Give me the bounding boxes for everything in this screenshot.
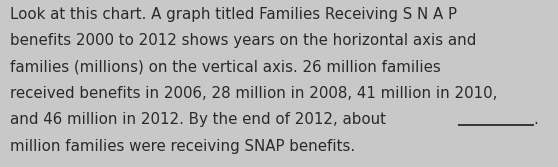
Text: benefits 2000 to 2012 shows years on the horizontal axis and: benefits 2000 to 2012 shows years on the… — [10, 33, 477, 48]
Text: Look at this chart. A graph titled Families Receiving S N A P: Look at this chart. A graph titled Famil… — [10, 7, 457, 22]
Text: received benefits in 2006, 28 million in 2008, 41 million in 2010,: received benefits in 2006, 28 million in… — [10, 86, 497, 101]
Text: families (millions) on the vertical axis. 26 million families: families (millions) on the vertical axis… — [10, 59, 441, 74]
Text: and 46 million in 2012. By the end of 2012, about: and 46 million in 2012. By the end of 20… — [10, 112, 391, 127]
Text: .: . — [533, 112, 538, 127]
Text: million families were receiving SNAP benefits.: million families were receiving SNAP ben… — [10, 139, 355, 154]
